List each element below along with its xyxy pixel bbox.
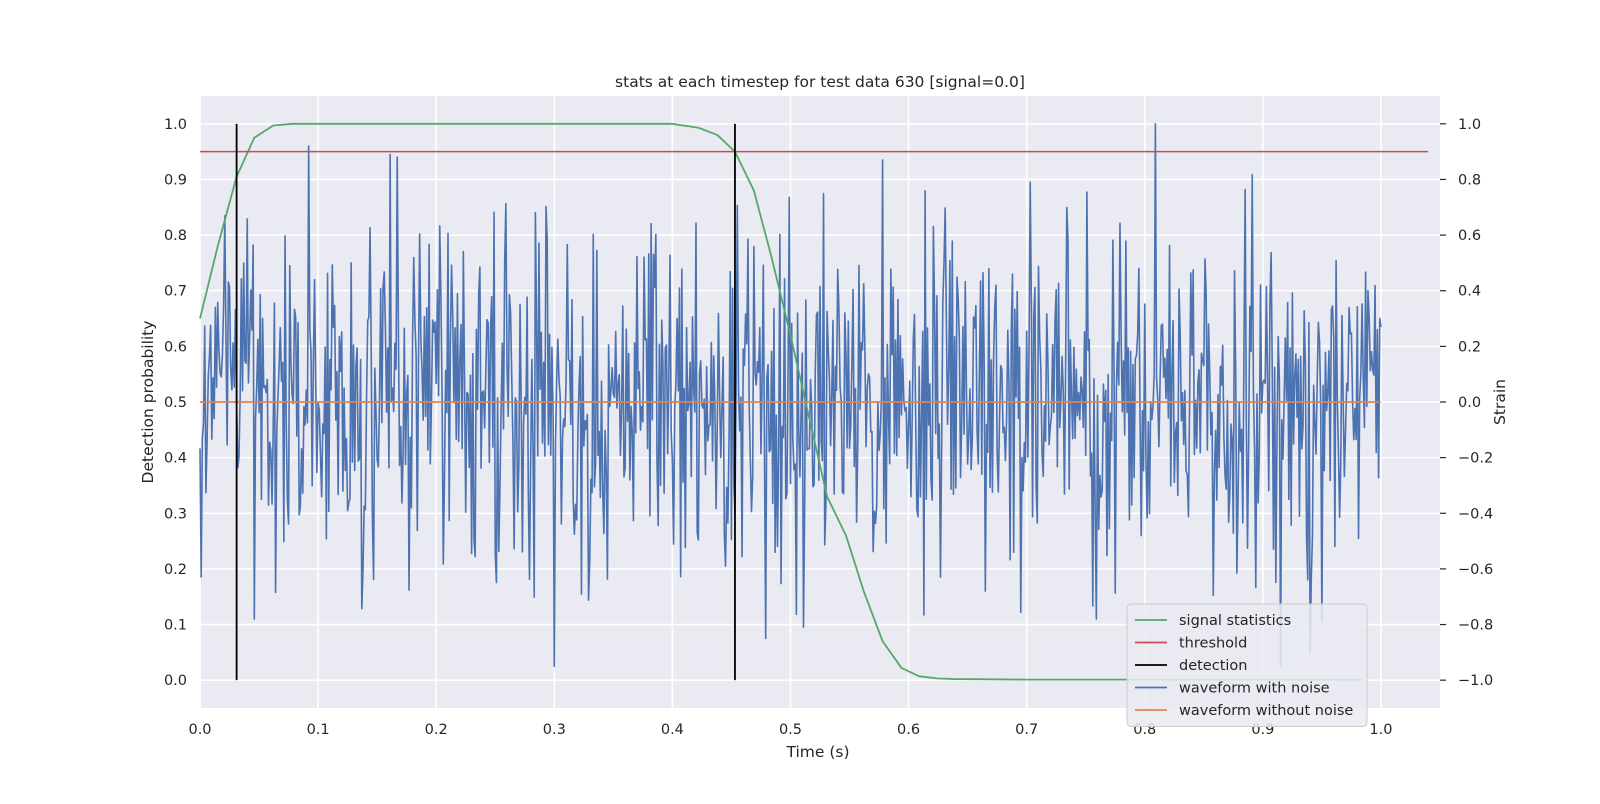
x-tick-label: 0.6 <box>897 722 920 738</box>
y-right-tick-label: 0.8 <box>1458 172 1481 188</box>
legend-box <box>1126 603 1368 727</box>
y-right-tick-label: 0.4 <box>1458 284 1481 300</box>
y-right-tick-label: −0.8 <box>1458 618 1493 634</box>
x-axis-label: Time (s) <box>785 743 849 761</box>
signal-statistics-line <box>199 122 1363 681</box>
chart-title: stats at each timestep for test data 630… <box>615 73 1025 91</box>
legend-label: signal statistics <box>1179 613 1291 629</box>
y-left-tick-label: 0.5 <box>164 395 187 411</box>
y-right-tick-label: 0.6 <box>1458 228 1481 244</box>
x-tick-label: 1.0 <box>1369 722 1392 738</box>
y-left-tick-label: 0.1 <box>164 618 187 634</box>
x-tick-label: 0.4 <box>661 722 684 738</box>
legend-label: threshold <box>1179 636 1247 652</box>
x-tick-label: 0.5 <box>779 722 802 738</box>
y-axis-label-left: Detection probability <box>139 321 157 484</box>
legend-label: waveform without noise <box>1179 703 1353 719</box>
y-right-tick-label: −0.2 <box>1458 451 1493 467</box>
y-left-tick-label: 0.4 <box>164 451 187 467</box>
y-axis-label-right: Strain <box>1491 379 1509 425</box>
y-left-tick-label: 0.3 <box>164 506 187 522</box>
y-right-tick-label: 0.0 <box>1458 395 1481 411</box>
x-tick-label: 0.1 <box>307 722 330 738</box>
y-left-tick-label: 0.9 <box>164 172 187 188</box>
x-tick-label: 0.7 <box>1015 722 1038 738</box>
y-left-tick-label: 0.8 <box>164 228 187 244</box>
legend: signal statistics threshold detection wavef… <box>1126 603 1368 727</box>
y-right-tick-label: 0.2 <box>1458 339 1481 355</box>
legend-label: detection <box>1179 658 1247 674</box>
legend-label: waveform with noise <box>1179 681 1330 697</box>
series-layer <box>199 122 1429 681</box>
y-left-tick-label: 0.6 <box>164 339 187 355</box>
y-right-tick-label: −0.4 <box>1458 506 1493 522</box>
y-right-tick-label: 1.0 <box>1458 117 1481 133</box>
x-tick-label: 0.3 <box>543 722 566 738</box>
y-left-tick-label: 0.7 <box>164 284 187 300</box>
y-right-tick-label: −0.6 <box>1458 562 1493 578</box>
y-left-tick-label: 0.0 <box>164 673 187 689</box>
waveform-with-noise-line <box>199 123 1382 668</box>
y-left-tick-label: 1.0 <box>164 117 187 133</box>
y-right-tick-label: −1.0 <box>1458 673 1493 689</box>
y-left-tick-label: 0.2 <box>164 562 187 578</box>
x-tick-label: 0.0 <box>188 722 211 738</box>
x-tick-label: 0.2 <box>425 722 448 738</box>
